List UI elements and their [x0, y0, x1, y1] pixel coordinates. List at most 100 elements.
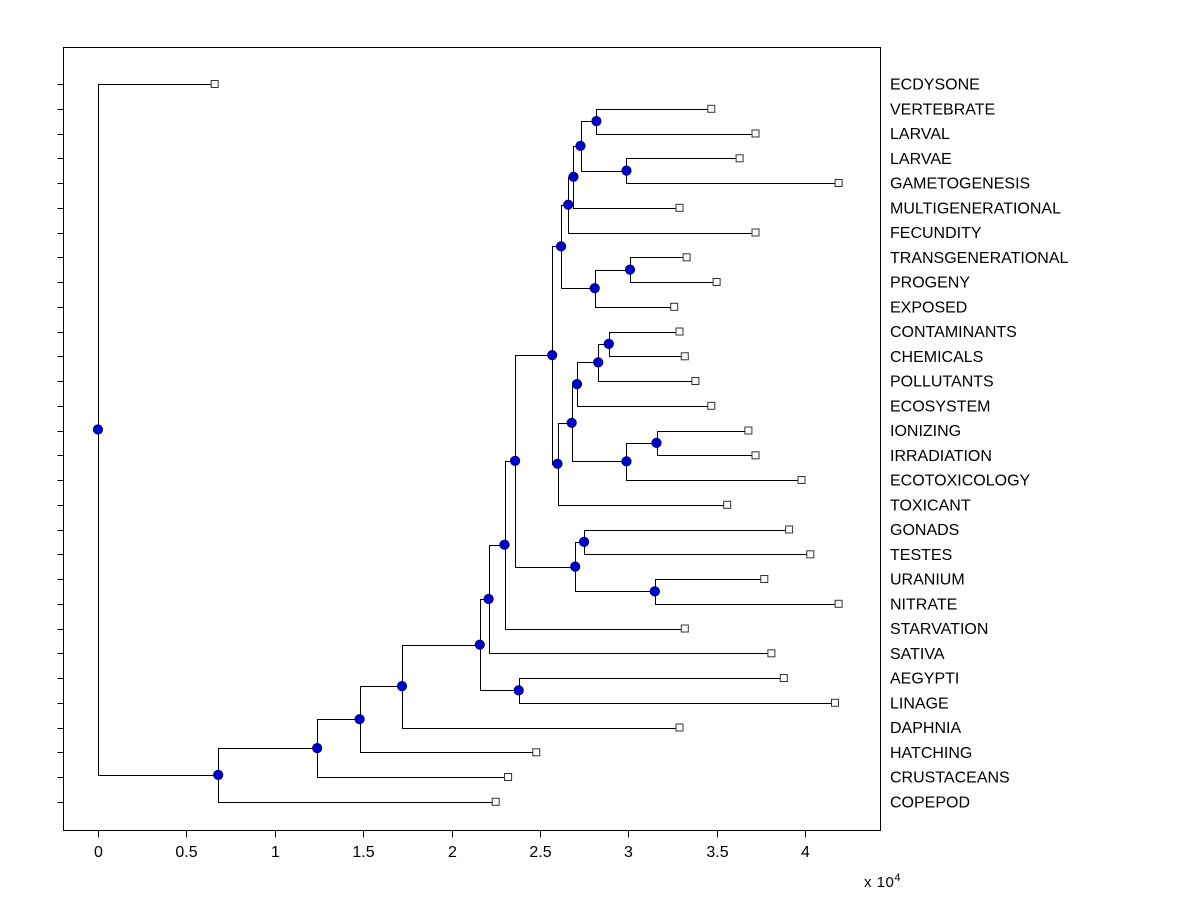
branch-link: [568, 177, 756, 234]
branch-node-marker: [513, 685, 524, 696]
leaf-label: FECUNDITY: [890, 225, 982, 242]
x-axis-ticks: [98, 830, 806, 838]
leaf-node-marker: [751, 451, 760, 460]
leaf-node-marker: [834, 599, 843, 608]
branch-node-marker: [621, 165, 632, 176]
x-tick-label: 2.5: [529, 844, 551, 861]
leaf-label: DAPHNIA: [890, 720, 961, 737]
leaf-node-marker: [680, 352, 689, 361]
leaf-label: HATCHING: [890, 745, 972, 762]
x-tick-label: 1: [271, 844, 280, 861]
branch-link: [595, 270, 675, 308]
branch-node-marker: [571, 379, 583, 390]
leaf-label: TOXICANT: [890, 497, 971, 514]
branch-link: [360, 686, 537, 753]
tree-edges: [98, 84, 839, 803]
branch-node-marker: [603, 338, 614, 349]
leaf-label: TRANSGENERATIONAL: [890, 250, 1069, 267]
leaf-label: IONIZING: [890, 423, 961, 440]
branch-link: [402, 645, 680, 729]
leaf-label: URANIUM: [890, 572, 965, 589]
leaf-node-marker: [675, 203, 684, 212]
branch-link: [657, 431, 756, 456]
leaf-label: GONADS: [890, 522, 959, 539]
leaf-labels: ECDYSONE VERTEBRATE LARVAL LARVAE GAMETOGENE…: [890, 77, 1069, 812]
leaf-label: EXPOSED: [890, 299, 967, 316]
branch-node-marker: [593, 357, 604, 368]
leaf-node-marker: [735, 154, 744, 163]
leaf-label: ECOTOXICOLOGY: [890, 473, 1031, 490]
leaf-label: CONTAMINANTS: [890, 324, 1017, 341]
branch-node-marker: [499, 539, 510, 550]
branch-node-marker: [570, 561, 581, 572]
branch-node-marker: [579, 536, 590, 548]
branch-link: [598, 344, 696, 382]
branch-node-marker: [474, 639, 485, 650]
leaf-label: IRRADIATION: [890, 448, 992, 465]
branch-node-marker: [547, 350, 558, 361]
branch-node-marker: [396, 681, 408, 692]
branch-node-marker: [552, 458, 563, 469]
branch-node-marker: [591, 116, 602, 127]
branch-link: [561, 205, 595, 289]
x-tick-label: 4: [801, 844, 810, 861]
leaf-label: NITRATE: [890, 596, 957, 613]
leaf-node-marker: [680, 624, 689, 633]
leaf-node-marker: [210, 80, 219, 88]
leaf-label: CRUSTACEANS: [890, 770, 1010, 787]
branch-node-marker: [624, 264, 636, 275]
leaf-label: GAMETOGENESIS: [890, 176, 1030, 193]
branch-node-marker: [651, 437, 662, 448]
branch-link: [98, 84, 219, 776]
leaf-node-marker: [504, 773, 513, 781]
branch-node-marker: [213, 769, 224, 781]
leaf-node-marker: [834, 179, 843, 187]
leaf-label: TESTES: [890, 547, 952, 564]
branch-node-marker: [483, 593, 494, 605]
leaf-label: ECOSYSTEM: [890, 398, 990, 415]
branch-node-marker: [589, 283, 600, 294]
leaf-label: POLLUTANTS: [890, 374, 994, 391]
leaf-node-marker: [491, 797, 500, 806]
x-tick-label: 0.5: [175, 844, 197, 861]
leaf-label: ECDYSONE: [890, 77, 980, 94]
leaf-node-marker: [675, 723, 684, 732]
branch-link: [519, 678, 835, 704]
branch-link: [630, 257, 717, 283]
branch-link: [572, 384, 627, 462]
branch-node-marker: [556, 241, 567, 252]
branch-node-marker: [92, 424, 104, 435]
plot-border: [63, 47, 881, 831]
x-tick-label: 0: [94, 844, 103, 861]
branch-link: [575, 542, 655, 592]
leaf-label: PROGENY: [890, 275, 970, 292]
branch-link: [626, 158, 839, 184]
branch-link: [218, 748, 496, 803]
branch-link: [655, 579, 839, 605]
leaf-node-marker: [691, 377, 700, 385]
x-axis-exponent-label: x 104: [864, 872, 901, 891]
leaf-markers: [210, 80, 843, 806]
branch-node-marker: [649, 586, 660, 597]
leaf-node-marker: [767, 649, 776, 658]
leaf-node-marker: [707, 104, 716, 113]
branch-node-marker: [563, 199, 574, 210]
x-axis-labels: 0 0.5 1 1.5 2 2.5 3 3.5 4: [94, 844, 810, 861]
leaf-label: MULTIGENERATIONAL: [890, 200, 1061, 217]
leaf-node-marker: [682, 253, 691, 262]
branch-link: [626, 443, 802, 481]
leaf-node-marker: [785, 525, 794, 534]
branch-link: [515, 355, 576, 568]
axes: [63, 47, 881, 831]
branch-link: [577, 362, 712, 407]
leaf-node-marker: [751, 129, 760, 138]
leaf-node-marker: [806, 550, 815, 559]
leaf-label: LARVAL: [890, 126, 950, 143]
x-tick-label: 3: [624, 844, 633, 861]
branch-link: [596, 109, 756, 135]
leaf-label: AEGYPTI: [890, 671, 959, 688]
y-axis-ticks: [57, 84, 64, 803]
leaf-label: SATIVA: [890, 646, 945, 663]
